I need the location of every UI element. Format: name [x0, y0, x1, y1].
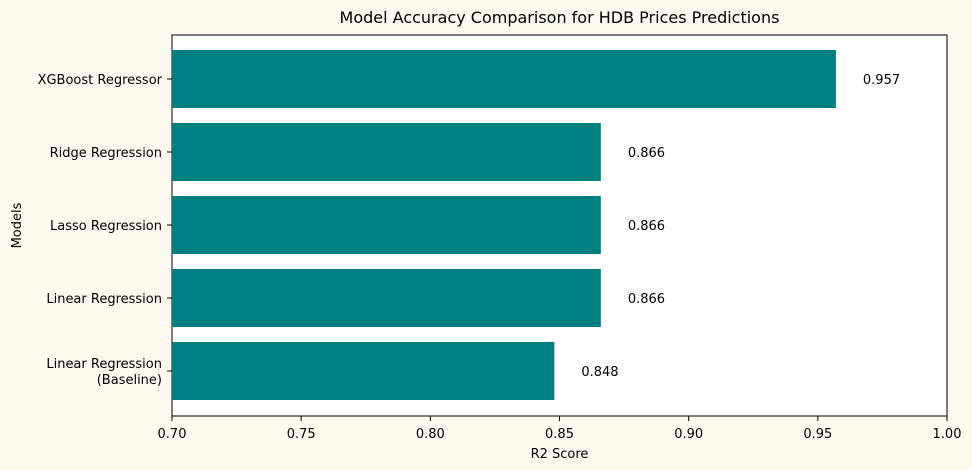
- x-tick-label: 0.90: [674, 427, 703, 442]
- bar-1: [172, 342, 555, 400]
- bar-2: [172, 269, 601, 327]
- x-tick-label: 0.80: [416, 427, 445, 442]
- x-axis-ticks: 0.70 0.75 0.80 0.85 0.90 0.95 1.00: [158, 416, 962, 442]
- x-tick-label: 0.75: [287, 427, 316, 442]
- bar-5: [172, 50, 836, 108]
- bar-value-label: 0.866: [628, 219, 665, 234]
- y-axis-label: Models: [10, 202, 25, 248]
- x-tick-label: 0.85: [545, 427, 574, 442]
- x-tick-label: 1.00: [933, 427, 962, 442]
- x-tick-label: 0.95: [803, 427, 832, 442]
- chart-title: Model Accuracy Comparison for HDB Prices…: [340, 8, 780, 27]
- bar-value-label: 0.866: [628, 146, 665, 161]
- bar-value-label: 0.848: [581, 365, 618, 380]
- bar-value-label: 0.866: [628, 292, 665, 307]
- x-axis-label: R2 Score: [531, 447, 589, 462]
- y-axis-ticks: Linear Regression (Baseline) Linear Regres…: [38, 73, 172, 388]
- bars-group: [172, 50, 836, 400]
- y-tick-label: Lasso Regression: [50, 219, 162, 234]
- y-tick-label: XGBoost Regressor: [38, 73, 163, 88]
- bar-value-label: 0.957: [863, 73, 900, 88]
- value-labels-group: 0.848 0.866 0.866 0.866 0.957: [581, 73, 900, 380]
- x-tick-label: 0.70: [158, 427, 187, 442]
- y-tick-label: Ridge Regression: [50, 146, 162, 161]
- bar-3: [172, 196, 601, 254]
- y-tick-label: Linear Regression (Baseline): [46, 357, 162, 388]
- y-tick-label: Linear Regression: [46, 292, 162, 307]
- bar-4: [172, 123, 601, 181]
